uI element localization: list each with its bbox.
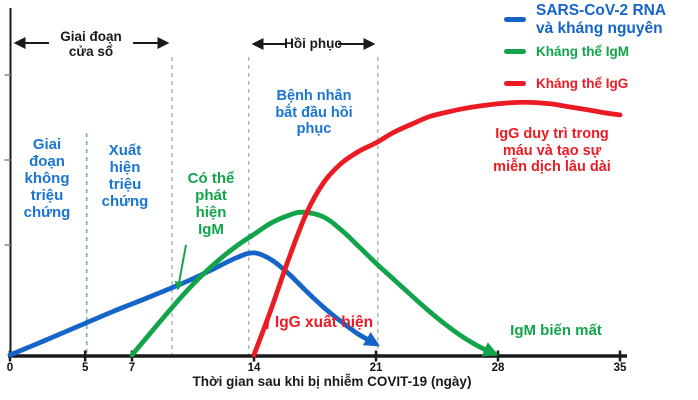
symptom-onset-label: Xuất hiện triệu chứng <box>101 142 149 211</box>
igm-disappears-label: IgM biến mất <box>510 322 602 339</box>
legend-item-igm: Kháng thể IgM <box>504 44 698 60</box>
legend-label-igm: Kháng thể IgM <box>536 43 629 59</box>
legend: SARS-CoV-2 RNA và kháng nguyên Kháng thể… <box>504 2 698 91</box>
legend-swatch-igm <box>504 48 526 54</box>
x-tick-label-5: 5 <box>81 362 89 374</box>
legend-swatch-rna-antigen <box>504 17 526 22</box>
legend-swatch-igg <box>504 80 526 86</box>
annotation-arrows <box>13 37 376 330</box>
igg-persists-label: IgG duy trì trong máu và tạo sự miễn dịc… <box>493 126 611 176</box>
patient-recovering-label: Bệnh nhân bắt đầu hồi phục <box>275 88 353 138</box>
igm-detectable-pointer-arrow <box>174 244 187 291</box>
x-axis-tick-labels: 0 5 7 14 21 28 35 <box>0 362 698 378</box>
recovery-label: Hồi phục <box>284 36 342 51</box>
igg-appears-dash <box>265 311 271 330</box>
x-tick-label-35: 35 <box>613 362 627 374</box>
series-line-2 <box>251 99 623 358</box>
series-curves <box>7 99 623 358</box>
x-tick-label-14: 14 <box>247 362 261 374</box>
x-axis-title: Thời gian sau khi bị nhiễm COVIT-19 (ngà… <box>192 374 472 389</box>
asymptomatic-phase-label: Giai đoạn không triệu chứng <box>23 136 71 222</box>
x-tick-label-28: 28 <box>491 362 505 374</box>
series-line-1 <box>129 209 499 358</box>
x-tick-label-21: 21 <box>369 362 383 374</box>
igm-detectable-label: Có thể phát hiện IgM <box>187 170 235 239</box>
igg-appears-label: IgG xuất hiện <box>274 314 374 331</box>
legend-item-igg: Kháng thể IgG <box>504 76 698 92</box>
legend-label-rna-antigen: SARS-CoV-2 RNA và kháng nguyên <box>536 2 667 37</box>
x-tick-label-7: 7 <box>128 362 136 374</box>
x-tick-label-0: 0 <box>6 362 14 374</box>
legend-label-igg: Kháng thể IgG <box>536 75 629 91</box>
legend-item-rna-antigen: SARS-CoV-2 RNA và kháng nguyên <box>504 2 698 38</box>
series-line-0 <box>7 250 380 358</box>
window-period-label: Giai đoạn cửa sổ <box>60 29 122 60</box>
